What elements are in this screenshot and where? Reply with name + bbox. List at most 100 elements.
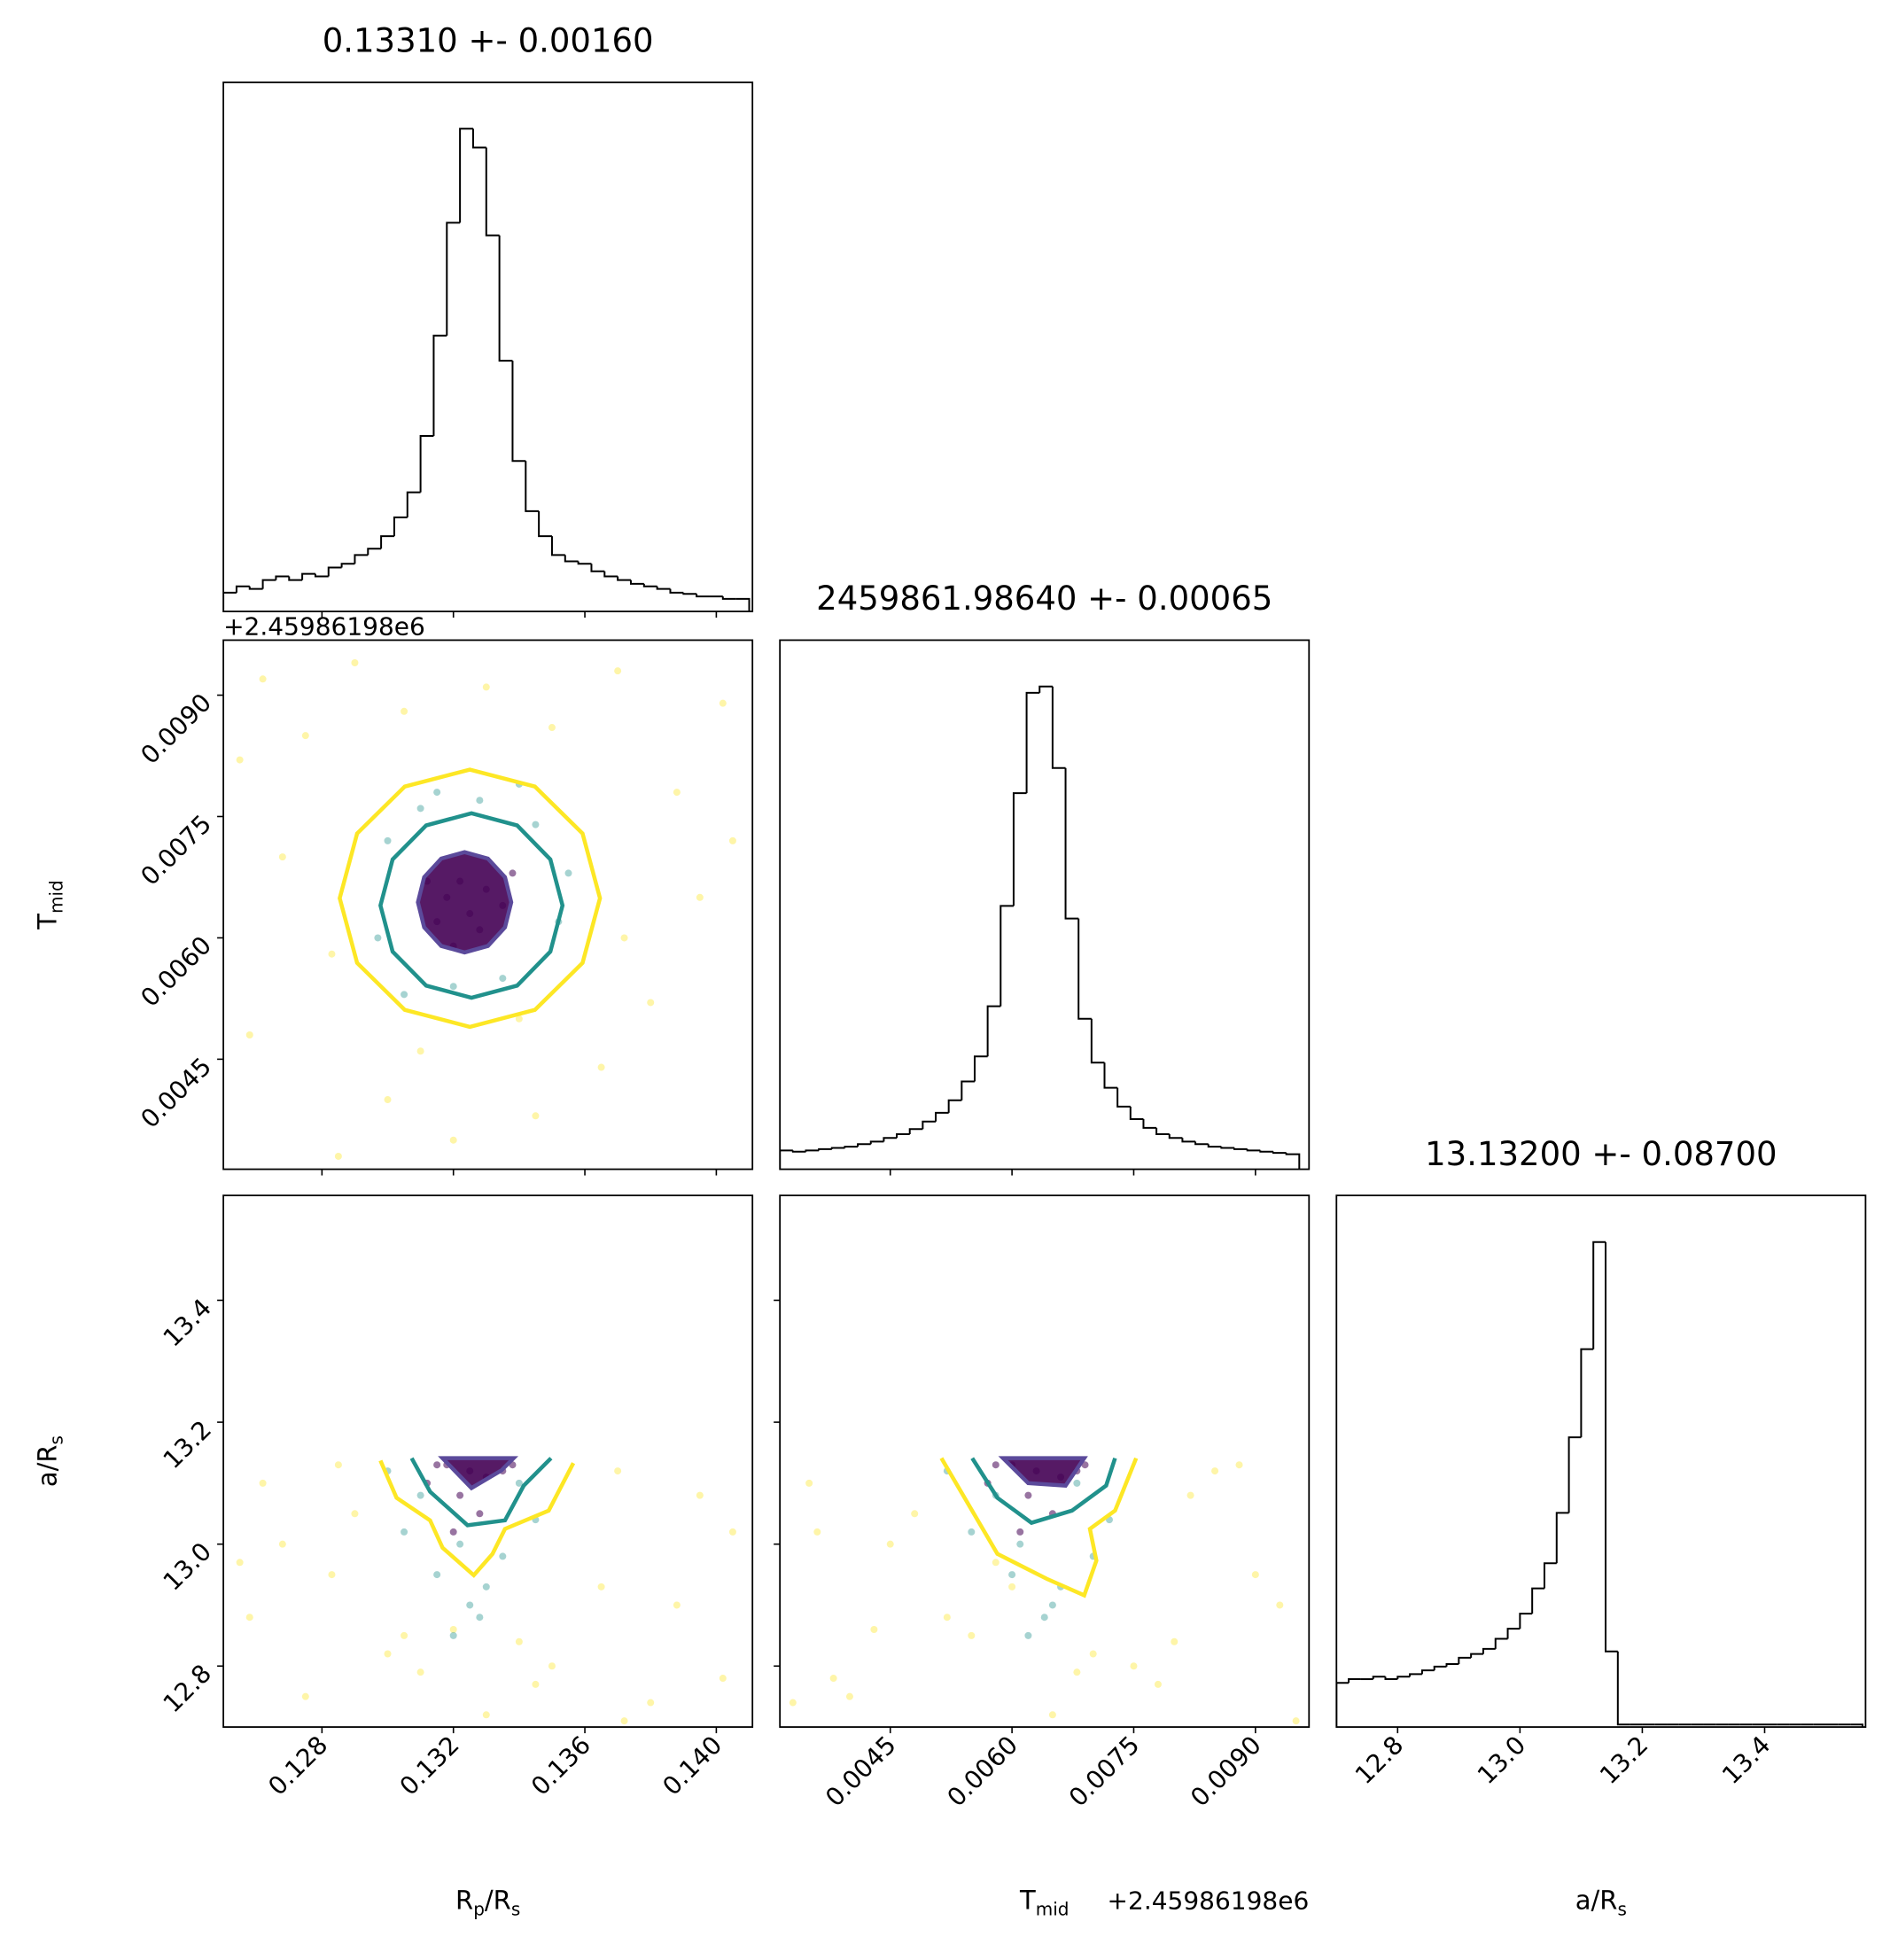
scatter-point bbox=[597, 1063, 605, 1071]
y-axis-label: Tmid bbox=[32, 880, 66, 929]
contour bbox=[378, 811, 565, 1000]
y-tick-label: 0.0060 bbox=[135, 930, 217, 1013]
panel-title: 13.13200 +- 0.08700 bbox=[1425, 1135, 1777, 1173]
scatter-point bbox=[482, 1711, 490, 1719]
y-axis-label-part: mid bbox=[45, 880, 66, 914]
scatter-point bbox=[870, 1625, 878, 1633]
histogram-bin bbox=[1155, 1127, 1170, 1135]
x-tick-label: 13.2 bbox=[1594, 1731, 1653, 1790]
scatter-point bbox=[620, 1717, 628, 1725]
histogram-bin bbox=[1181, 1138, 1196, 1143]
y-axis-label-part: s bbox=[45, 1435, 66, 1444]
scatter-point bbox=[532, 1680, 540, 1688]
histogram-bin bbox=[1000, 905, 1014, 1007]
histogram-bin bbox=[1090, 1018, 1105, 1064]
scatter-point bbox=[401, 991, 408, 999]
scatter-point bbox=[1040, 1614, 1048, 1622]
histogram-bin bbox=[1103, 1062, 1118, 1089]
histogram-bin bbox=[1142, 1118, 1157, 1129]
histogram-bin bbox=[1445, 1662, 1459, 1667]
x-tick-label: 13.0 bbox=[1472, 1731, 1531, 1790]
scatter-point bbox=[259, 675, 267, 683]
scatter-point bbox=[401, 1528, 408, 1536]
scatter-point bbox=[1251, 1571, 1259, 1579]
histogram-bin bbox=[459, 128, 473, 223]
scatter-point bbox=[334, 1152, 342, 1160]
x-tick-label: 0.140 bbox=[657, 1731, 727, 1801]
panel-frame bbox=[222, 1194, 754, 1728]
histogram-bin bbox=[617, 576, 631, 581]
y-tick-label: 0.0075 bbox=[135, 809, 217, 891]
histogram-bin bbox=[973, 1055, 988, 1082]
scatter-point bbox=[597, 1583, 605, 1591]
histogram-bin bbox=[354, 554, 369, 564]
histogram-bin bbox=[419, 434, 434, 493]
contour bbox=[338, 767, 603, 1030]
histogram-bin bbox=[1433, 1665, 1447, 1671]
scatter-point bbox=[548, 724, 556, 732]
scatter-point bbox=[482, 1583, 490, 1591]
histogram-bin bbox=[1012, 792, 1027, 906]
scatter-point bbox=[384, 1096, 392, 1104]
x-tick-label: 13.4 bbox=[1716, 1731, 1776, 1790]
scatter-point bbox=[1235, 1461, 1243, 1469]
histogram-bin bbox=[446, 222, 461, 336]
histogram-bin bbox=[1064, 767, 1079, 920]
scatter-point bbox=[433, 1571, 441, 1579]
scatter-point bbox=[449, 1528, 457, 1536]
scatter-point bbox=[456, 1540, 464, 1548]
offset-label: +2.45986198e6 bbox=[223, 611, 425, 641]
scatter-point bbox=[334, 1461, 342, 1469]
histogram-bin bbox=[961, 1080, 975, 1101]
x-tick-label: 0.132 bbox=[394, 1731, 465, 1801]
histogram-bin bbox=[1396, 1676, 1411, 1680]
histogram-bin bbox=[669, 588, 684, 594]
scatter-point bbox=[992, 1461, 1000, 1469]
x-tick-label: 0.0060 bbox=[941, 1731, 1023, 1813]
scatter-point bbox=[829, 1675, 837, 1683]
contour bbox=[378, 1459, 576, 1578]
scatter-point bbox=[456, 1491, 464, 1499]
histogram-bin bbox=[603, 571, 618, 578]
histogram-bin bbox=[340, 563, 355, 568]
scatter-point bbox=[532, 1112, 540, 1120]
scatter-point bbox=[401, 707, 408, 715]
scatter-point bbox=[259, 1479, 267, 1487]
histogram-bin bbox=[935, 1111, 949, 1122]
histogram-bin bbox=[275, 575, 290, 580]
panel: 0.128 0.132 0.136 0.140 12.8 13.0 13.2 13.4 Rp/R… bbox=[32, 1194, 754, 1920]
scatter-point bbox=[886, 1540, 894, 1548]
scatter-point bbox=[647, 999, 655, 1007]
scatter-point bbox=[1186, 1491, 1194, 1499]
scatter-point bbox=[499, 1552, 507, 1560]
histogram-bin bbox=[721, 596, 736, 600]
scatter-point bbox=[1048, 1601, 1056, 1609]
histogram-bin bbox=[1272, 1151, 1287, 1155]
x-tick-label: 12.8 bbox=[1350, 1731, 1409, 1790]
histogram-bin bbox=[1025, 691, 1040, 794]
x-axis-label-part: p bbox=[473, 1899, 485, 1920]
histogram-bin bbox=[367, 548, 382, 556]
histogram-bin bbox=[1116, 1087, 1131, 1108]
histogram-bin bbox=[1233, 1147, 1248, 1150]
plot-area bbox=[236, 659, 736, 1160]
histogram-bin bbox=[1567, 1436, 1582, 1513]
histogram-bin bbox=[1470, 1653, 1483, 1658]
scatter-point bbox=[416, 805, 424, 813]
x-axis-label: Tmid bbox=[1019, 1886, 1069, 1920]
scatter-point bbox=[614, 1467, 622, 1475]
x-axis-label-part: a/R bbox=[1575, 1886, 1618, 1916]
y-tick-label: 13.0 bbox=[158, 1536, 217, 1596]
plot-area bbox=[1336, 1241, 1863, 1728]
scatter-point bbox=[614, 667, 622, 675]
x-axis-label-part: s bbox=[511, 1899, 520, 1920]
scatter-point bbox=[1073, 1668, 1081, 1676]
histogram-bin bbox=[818, 1147, 832, 1151]
histogram-bin bbox=[511, 361, 526, 463]
histogram-bin bbox=[314, 573, 329, 578]
scatter-point bbox=[1276, 1601, 1284, 1609]
scatter-point bbox=[1008, 1571, 1016, 1579]
histogram-bin bbox=[1519, 1613, 1533, 1629]
histogram-bin bbox=[1246, 1148, 1261, 1152]
